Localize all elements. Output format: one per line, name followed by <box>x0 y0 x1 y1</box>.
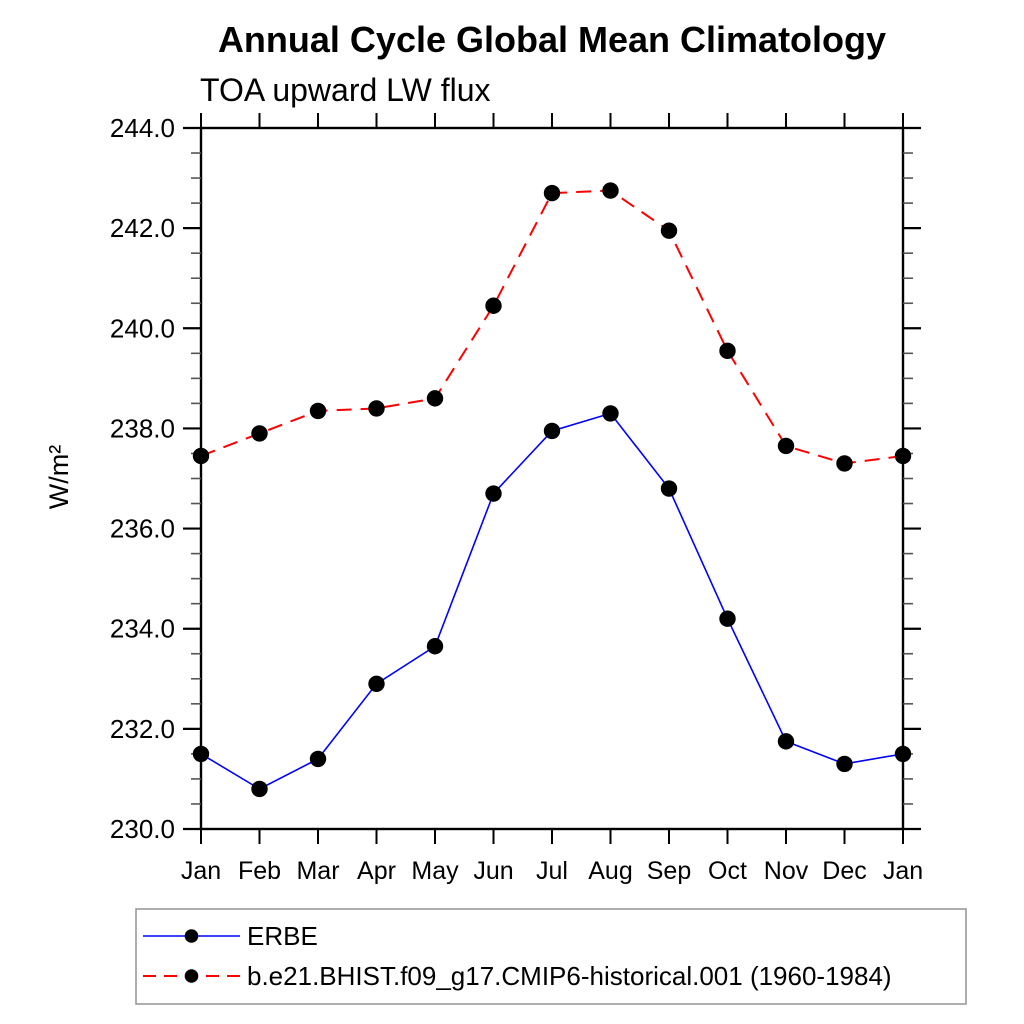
x-tick-label: Jul <box>536 857 568 885</box>
data-point-marker <box>719 610 736 627</box>
y-tick-label: 242.0 <box>110 213 175 243</box>
data-point-marker <box>836 455 853 472</box>
legend-swatch-marker <box>184 969 199 983</box>
y-tick-label: 238.0 <box>110 413 175 443</box>
data-point-marker <box>368 675 385 692</box>
data-point-marker <box>543 422 561 440</box>
data-point-marker <box>777 733 795 750</box>
data-point-marker <box>777 437 795 455</box>
data-point-marker <box>660 222 678 239</box>
data-point-marker <box>660 480 678 497</box>
data-point-marker <box>836 755 853 773</box>
legend-label: b.e21.BHIST.f09_g17.CMIP6-historical.001… <box>247 961 892 991</box>
series-line-erbe <box>200 412 904 790</box>
y-axis-label: W/m² <box>44 445 74 509</box>
data-point-marker <box>719 342 736 360</box>
legend-swatch-marker <box>184 929 199 943</box>
data-point-marker <box>192 447 210 465</box>
chart-title: Annual Cycle Global Mean Climatology <box>218 19 886 60</box>
y-tick-label: 236.0 <box>110 514 175 544</box>
data-point-marker <box>251 425 268 442</box>
data-point-marker <box>192 745 210 763</box>
data-point-marker <box>251 780 268 798</box>
x-tick-label: Dec <box>822 857 866 885</box>
data-point-marker <box>894 745 912 763</box>
x-tick-label: Oct <box>708 857 747 885</box>
axes-layer: 230.0 232.0 234.0 236.0 238.0 240.0 242.0 244.0… <box>110 113 923 885</box>
data-point-marker <box>602 405 619 422</box>
legend-layer: ERBE b.e21.BHIST.f09_g17.CMIP6-historical… <box>135 908 967 1005</box>
data-point-marker <box>368 400 385 417</box>
data-point-marker <box>485 485 502 502</box>
series-layer <box>192 182 912 798</box>
legend-box <box>135 908 967 1005</box>
legend-label: ERBE <box>247 921 318 951</box>
chart-subtitle: TOA upward LW flux <box>200 72 490 108</box>
y-tick-label: 240.0 <box>110 313 175 343</box>
x-tick-label: Mar <box>296 857 339 885</box>
data-point-marker <box>602 182 619 199</box>
x-tick-label: Feb <box>238 857 281 885</box>
x-tick-label: Jun <box>473 857 513 885</box>
x-tick-label: Sep <box>647 857 691 885</box>
data-point-marker <box>543 184 561 202</box>
data-point-marker <box>426 390 444 407</box>
data-point-marker <box>426 638 444 655</box>
data-point-marker <box>309 402 327 420</box>
plot-frame <box>199 126 905 831</box>
x-tick-label: Nov <box>764 857 809 885</box>
y-tick-label: 234.0 <box>110 614 175 644</box>
x-tick-label: May <box>411 857 459 885</box>
y-tick-label: 230.0 <box>110 814 175 844</box>
y-tick-label: 232.0 <box>110 714 175 744</box>
x-tick-label: Aug <box>588 857 632 885</box>
data-point-marker <box>894 447 912 465</box>
data-point-marker <box>485 297 502 314</box>
data-point-marker <box>309 750 327 768</box>
series-line-model <box>200 189 904 465</box>
x-tick-label: Jan <box>883 857 923 885</box>
x-tick-label: Jan <box>181 857 221 885</box>
x-tick-label: Apr <box>357 857 396 885</box>
y-tick-label: 244.0 <box>110 113 175 143</box>
